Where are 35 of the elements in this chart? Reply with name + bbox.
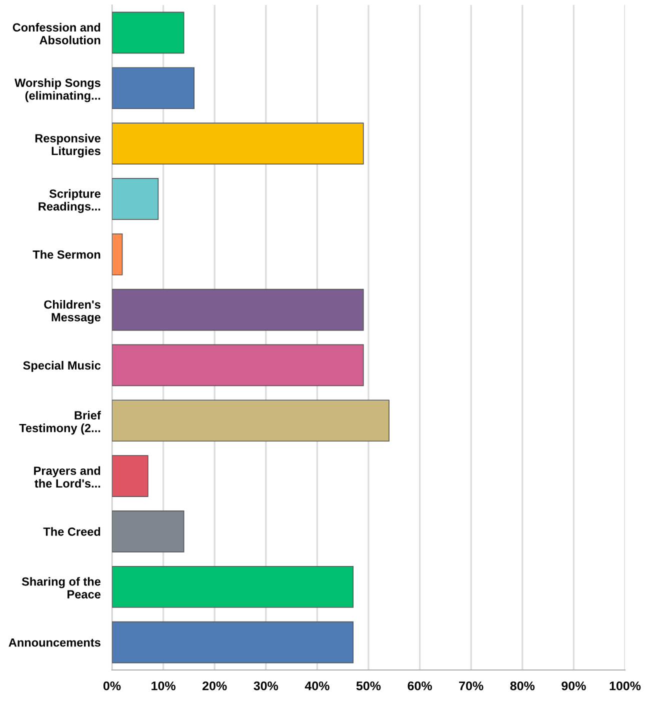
bar (112, 510, 184, 552)
y-tick-label: Special Music (23, 360, 101, 372)
y-tick-label: Sharing of the Peace (22, 577, 100, 599)
x-tick-label: 80% (510, 681, 535, 690)
y-tick-label: Announcements (8, 638, 100, 647)
y-tick-label: The Sermon (32, 250, 100, 259)
bar (112, 621, 354, 664)
x-tick-label: 100% (610, 681, 641, 690)
bar (112, 67, 194, 110)
x-tick-label: 30% (254, 681, 278, 690)
y-tick-label: Children's Message (44, 300, 100, 324)
y-tick-label: Worship Songs (eliminating... (14, 78, 100, 102)
x-tick-label: 60% (408, 681, 432, 690)
x-tick-label: 0% (103, 681, 121, 690)
y-tick-label: Prayers and the Lord's... (34, 466, 100, 488)
y-tick-label: Confession and Absolution (12, 22, 100, 44)
bar (112, 122, 364, 164)
x-tick-label: 40% (304, 681, 330, 690)
bar (112, 566, 354, 608)
bar (112, 344, 364, 386)
x-tick-label: 70% (459, 681, 484, 690)
bar (112, 233, 123, 276)
y-tick-label: The Creed (43, 527, 100, 536)
bar (112, 288, 364, 331)
bar (112, 12, 184, 54)
y-tick-label: Scripture Readings... (38, 189, 100, 213)
x-tick-label: 10% (152, 681, 176, 690)
bar (112, 455, 148, 497)
x-tick-label: 90% (562, 681, 586, 690)
bar (112, 178, 159, 220)
x-tick-label: 50% (356, 681, 381, 690)
bar (112, 400, 390, 442)
x-tick-label: 20% (202, 681, 227, 690)
y-tick-label: Brief Testimony (2... (19, 410, 101, 435)
y-tick-label: Responsive Liturgies (35, 134, 100, 158)
